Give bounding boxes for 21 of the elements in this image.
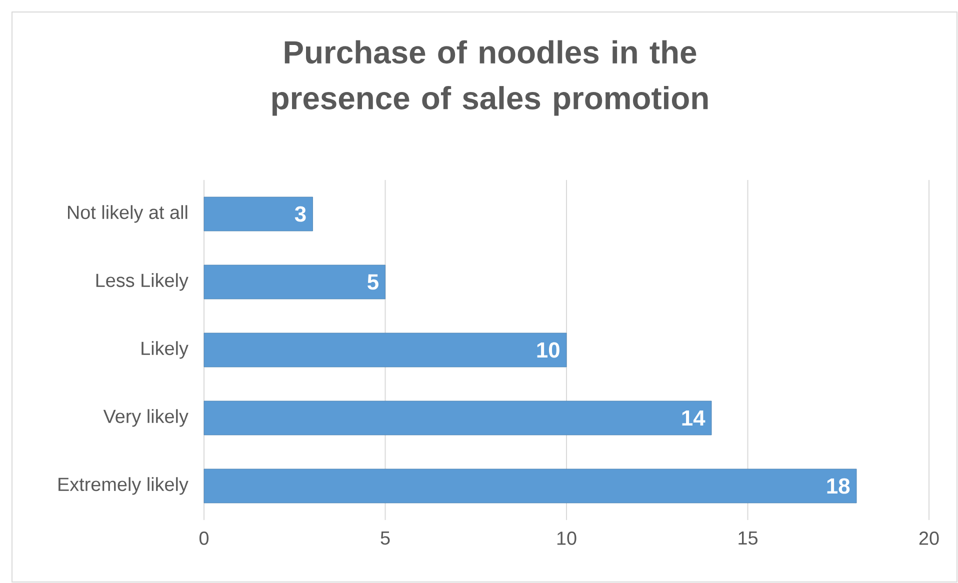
x-tick-label: 0 (199, 532, 209, 545)
data-label: 3 (294, 206, 306, 222)
x-tick-label: 5 (380, 532, 390, 545)
data-label: 18 (827, 478, 850, 494)
data-label: 14 (682, 410, 706, 426)
y-tick-label: Very likely (103, 409, 188, 427)
x-tick-label: 20 (919, 532, 939, 545)
y-tick-label: Not likely at all (68, 205, 188, 223)
bar (204, 332, 567, 368)
x-tick-label: 10 (557, 532, 576, 545)
bar (204, 196, 313, 232)
y-tick-label: Likely (142, 341, 188, 359)
chart-title: Purchase of noodles in the presence of sales promotion (272, 40, 708, 116)
bar (204, 400, 712, 436)
y-tick-label: Less Likely (96, 273, 188, 291)
data-label: 5 (368, 274, 378, 290)
bar (204, 468, 857, 504)
bar (204, 264, 386, 300)
y-tick-label: Extremely likely (58, 477, 188, 495)
data-label: 10 (537, 342, 560, 358)
x-tick-label: 15 (738, 532, 758, 545)
